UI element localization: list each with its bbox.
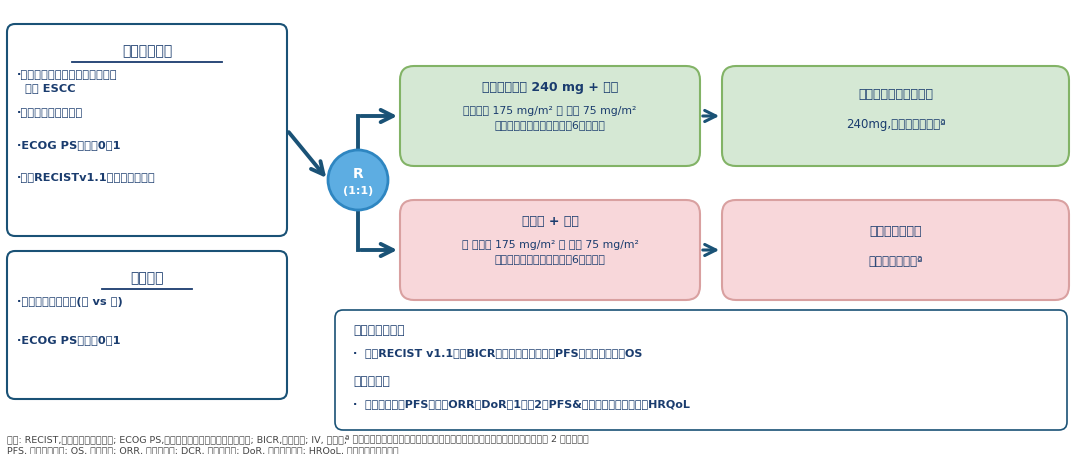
Text: 特瑞普利单抗 240 mg + 化疗: 特瑞普利单抗 240 mg + 化疗: [482, 81, 618, 94]
Text: ·根据RECISTv1.1，有可测量病灶: ·根据RECISTv1.1，有可测量病灶: [17, 172, 156, 182]
Text: 每三周给药一次ª: 每三周给药一次ª: [868, 255, 922, 268]
FancyBboxPatch shape: [6, 251, 287, 399]
FancyBboxPatch shape: [6, 24, 287, 236]
Text: （ 紫杉醇 175 mg/m² 和 顺铂 75 mg/m²
每三周给药一次，最多用药6个周期）: （ 紫杉醇 175 mg/m² 和 顺铂 75 mg/m² 每三周给药一次，最多…: [461, 240, 638, 264]
Text: ·ECOG PS评分为0或1: ·ECOG PS评分为0或1: [17, 140, 121, 150]
Text: ·  研究者评估的PFS，以及ORR、DoR、1年和2年PFS&总体生存率、安全性和HRQoL: · 研究者评估的PFS，以及ORR、DoR、1年和2年PFS&总体生存率、安全性…: [353, 399, 690, 409]
Text: 特瑞普利单抗维持给药: 特瑞普利单抗维持给药: [858, 88, 933, 101]
Text: 次要终点：: 次要终点：: [353, 375, 390, 388]
Text: ª 直至疾病进展、无法耐受毒性、撤回同意书或不接受研究者的判断或退出最长 2 年的治疗。: ª 直至疾病进展、无法耐受毒性、撤回同意书或不接受研究者的判断或退出最长 2 年…: [345, 434, 589, 443]
Text: (1:1): (1:1): [342, 186, 373, 196]
Text: 联合主要终点：: 联合主要终点：: [353, 324, 405, 337]
Text: 安慰剂 + 化疗: 安慰剂 + 化疗: [522, 215, 579, 228]
Text: ·ECOG PS评分为0或1: ·ECOG PS评分为0或1: [17, 335, 121, 345]
Text: 主要纳入标准: 主要纳入标准: [122, 44, 172, 58]
Text: （紫杉醇 175 mg/m² 和 顺铂 75 mg/m²
每三周给药一次，最多用药6个周期）: （紫杉醇 175 mg/m² 和 顺铂 75 mg/m² 每三周给药一次，最多用…: [463, 106, 637, 130]
FancyBboxPatch shape: [400, 200, 700, 300]
Circle shape: [328, 150, 388, 210]
FancyBboxPatch shape: [335, 310, 1067, 430]
Text: ·组织学或细胞学证实的晚期或转
  移性 ESCC: ·组织学或细胞学证实的晚期或转 移性 ESCC: [17, 70, 118, 93]
Text: R: R: [353, 167, 363, 181]
Text: ·  根据RECIST v1.1，由BICR确定的无进展生存期PFS，以及总生存期OS: · 根据RECIST v1.1，由BICR确定的无进展生存期PFS，以及总生存期…: [353, 348, 643, 358]
Text: 240mg,每三周给药一次ª: 240mg,每三周给药一次ª: [846, 118, 945, 131]
Text: 安慰剂维持给药: 安慰剂维持给药: [869, 225, 921, 238]
Text: PFS, 无进展生存期; OS, 总生存期; ORR, 客观缓解率; DCR, 疾病控制率; DoR, 缓解持续时间; HRQoL, 健康相关生活质量。: PFS, 无进展生存期; OS, 总生存期; ORR, 客观缓解率; DCR, …: [6, 446, 399, 454]
FancyBboxPatch shape: [400, 66, 700, 166]
Text: 缩写: RECIST,实体瘤疗效评价标准; ECOG PS,美国东部肿瘤协作组功能状态评分; BICR,独立盲审; IV, 静脉内;: 缩写: RECIST,实体瘤疗效评价标准; ECOG PS,美国东部肿瘤协作组功…: [6, 435, 347, 444]
Text: ·既往接受放射治疗(是 vs 否): ·既往接受放射治疗(是 vs 否): [17, 297, 123, 307]
FancyBboxPatch shape: [723, 200, 1069, 300]
FancyBboxPatch shape: [723, 66, 1069, 166]
Text: ·转移性疾病未经治疗: ·转移性疾病未经治疗: [17, 108, 83, 118]
Text: 分层因素: 分层因素: [131, 271, 164, 285]
